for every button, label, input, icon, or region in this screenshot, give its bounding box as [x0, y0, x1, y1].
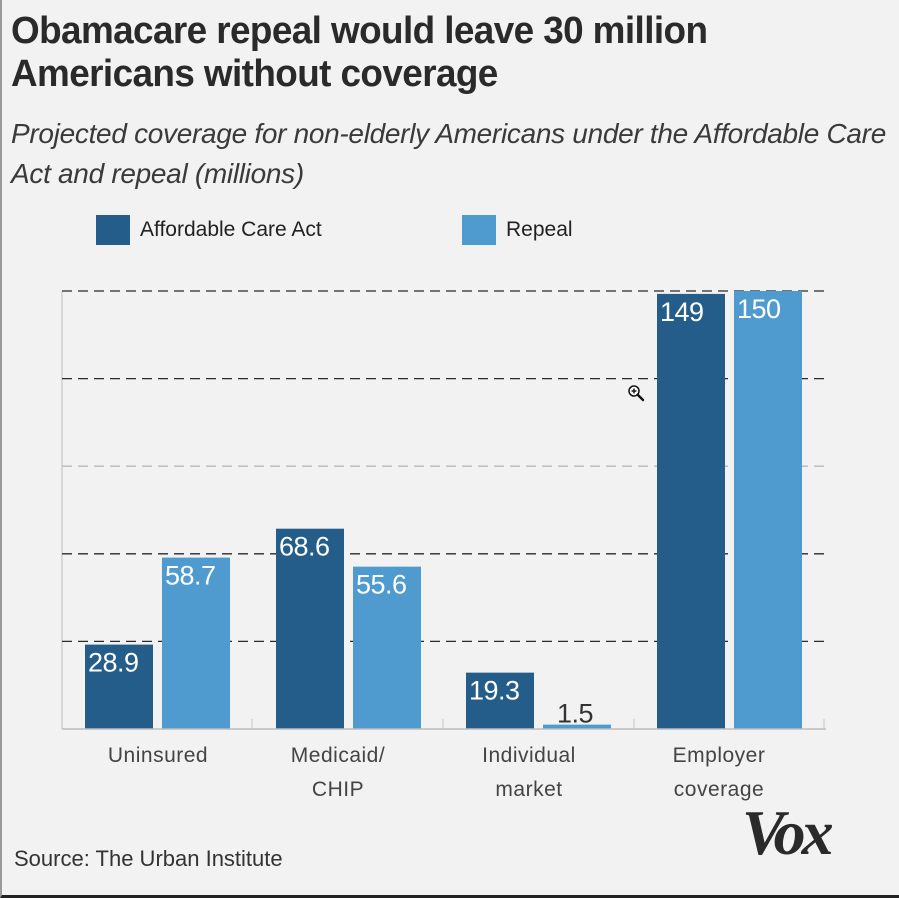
legend-label-aca: Affordable Care Act [140, 218, 322, 241]
data-label-aca-2: 19.3 [469, 676, 520, 706]
data-label-aca-1: 68.6 [279, 532, 330, 562]
chart-title: Obamacare repeal would leave 30 million … [11, 10, 708, 95]
bar-repeal-3 [734, 291, 802, 729]
data-label-aca-0: 28.9 [88, 648, 139, 678]
data-label-repeal-0: 58.7 [165, 561, 216, 591]
data-label-repeal-3: 150 [737, 294, 781, 324]
zoom-in-cursor-icon [628, 385, 645, 402]
legend-item-repeal: Repeal [462, 215, 573, 245]
data-label-repeal-2: 1.5 [557, 699, 593, 729]
category-label-0-line-0: Uninsured [108, 744, 208, 767]
source-note: Source: The Urban Institute [14, 846, 283, 871]
bar-repeal-2 [543, 724, 611, 729]
category-label-3-line-0: Employer [673, 744, 766, 767]
chart-subtitle: Projected coverage for non-elderly Ameri… [11, 118, 886, 189]
legend-label-repeal: Repeal [506, 218, 573, 241]
category-label-1-line-0: Medicaid/ [291, 744, 385, 767]
bar-aca-0 [85, 644, 153, 729]
legend-item-aca: Affordable Care Act [96, 215, 322, 245]
category-label-2-line-0: Individual [482, 744, 576, 767]
data-label-aca-3: 149 [660, 297, 704, 327]
legend-swatch-aca [96, 215, 130, 245]
bar-aca-3 [657, 293, 725, 729]
legend-swatch-repeal [462, 215, 496, 245]
category-label-2-line-1: market [495, 778, 562, 801]
bar-aca-1 [276, 528, 344, 729]
category-label-1-line-1: CHIP [312, 778, 364, 801]
vox-logo: Vox [742, 797, 834, 868]
bar-aca-2 [466, 672, 534, 729]
bar-repeal-1 [353, 566, 421, 729]
data-label-repeal-1: 55.6 [356, 570, 407, 600]
category-label-3-line-1: coverage [674, 778, 764, 801]
bar-repeal-0 [162, 557, 230, 729]
